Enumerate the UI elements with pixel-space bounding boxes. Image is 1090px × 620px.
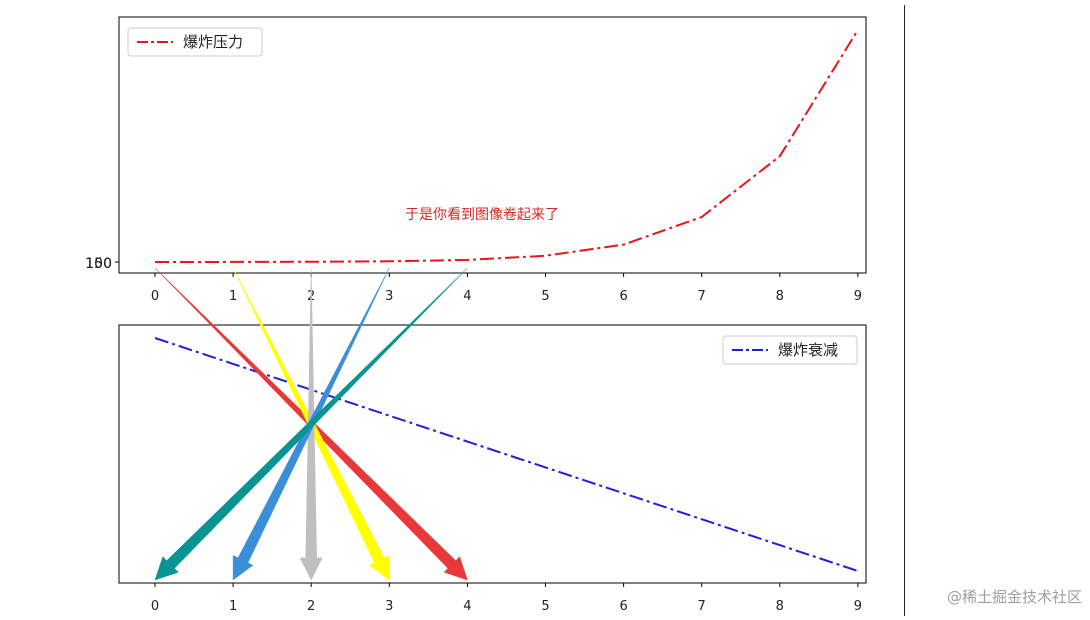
legend-box (127, 27, 263, 57)
x-tick-label: 0 (151, 599, 159, 614)
series-line-2 (154, 337, 859, 572)
x-tick-label: 8 (776, 289, 784, 304)
x-tick-label: 5 (541, 289, 549, 304)
x-tick-label: 2 (307, 599, 315, 614)
axes-frame-1 (118, 16, 867, 274)
x-tick-label: 5 (541, 599, 549, 614)
y-tick-label: 150 (85, 256, 112, 272)
x-tick-label: 9 (854, 289, 862, 304)
y-tick-label: 100 (85, 256, 112, 272)
divider-line (904, 5, 905, 616)
legend-label: 爆炸压力 (183, 33, 243, 51)
annotation-text: 于是你看到图像卷起来了 (405, 207, 559, 223)
x-tick-label: 3 (385, 599, 393, 614)
x-tick-label: 4 (463, 599, 471, 614)
watermark: @稀土掘金技术社区 (946, 588, 1082, 606)
series-line-1 (154, 29, 859, 263)
arrow-4-to-0 (154, 267, 468, 581)
axes-frame-2 (118, 324, 867, 584)
x-tick-label: 1 (229, 289, 237, 304)
x-tick-label: 7 (698, 289, 706, 304)
x-tick-label: 1 (229, 599, 237, 614)
x-tick-label: 0 (151, 289, 159, 304)
x-tick-label: 9 (854, 599, 862, 614)
x-tick-label: 3 (385, 289, 393, 304)
x-tick-label: 7 (698, 599, 706, 614)
legend-label: 爆炸衰减 (778, 341, 838, 359)
x-tick-label: 4 (463, 289, 471, 304)
x-tick-label: 6 (619, 599, 627, 614)
legend-box (722, 335, 858, 365)
x-tick-label: 8 (776, 599, 784, 614)
x-tick-label: 6 (619, 289, 627, 304)
